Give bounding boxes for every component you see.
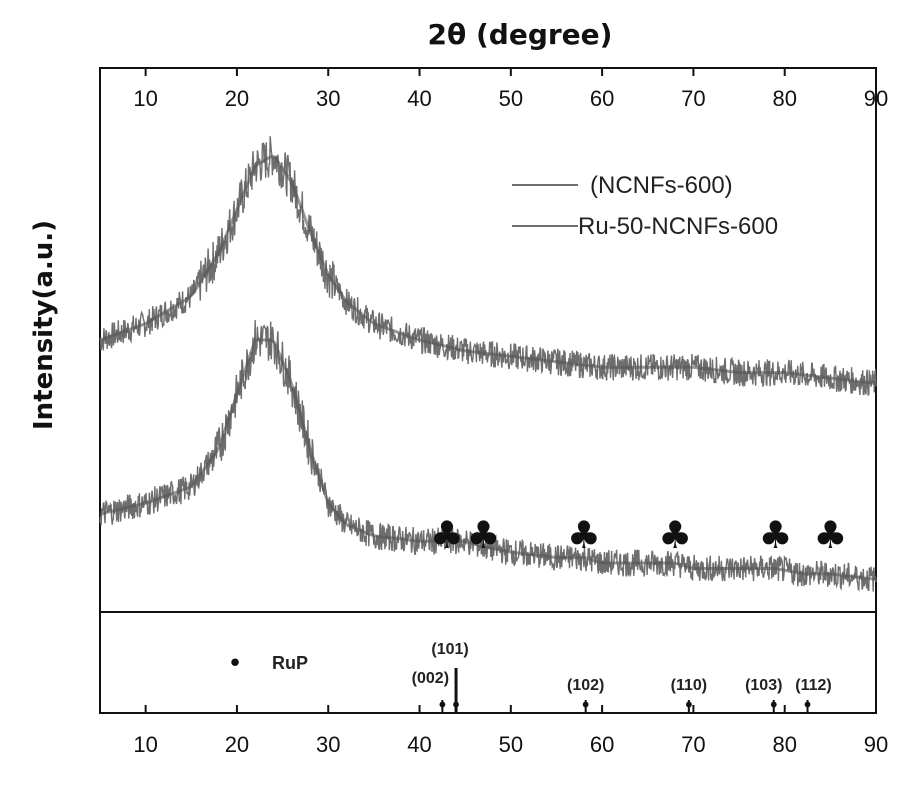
- series-envelope: [100, 157, 876, 384]
- reference-hkl-label: (103): [745, 677, 782, 694]
- reference-dot: •: [580, 693, 592, 717]
- peak-marker: ♣: [759, 513, 793, 557]
- bottom-tick-label: 20: [225, 732, 249, 757]
- top-tick-label: 50: [499, 86, 523, 111]
- reference-hkl-label: (101): [431, 641, 468, 658]
- series-1: [100, 136, 876, 395]
- bottom-tick-label: 10: [133, 732, 157, 757]
- top-axis-ticks: 10 20 30 40 50 60 70 80 90: [133, 68, 888, 111]
- top-tick-label: 80: [772, 86, 796, 111]
- top-tick-label: 40: [407, 86, 431, 111]
- legend-entry-1: (NCNFs-600): [590, 172, 733, 199]
- peak-marker: ♣: [430, 513, 464, 557]
- legend: (NCNFs-600) Ru-50-NCNFs-600: [512, 172, 778, 240]
- legend-entry-2: Ru-50-NCNFs-600: [578, 213, 778, 240]
- reference-hkl-label: (002): [412, 670, 449, 687]
- bottom-tick-label: 30: [316, 732, 340, 757]
- reference-hkl-label: (102): [567, 677, 604, 694]
- plot-frame: [100, 68, 876, 713]
- reference-label: RuP: [272, 653, 308, 673]
- chart-title: 2θ (degree): [428, 18, 613, 51]
- bottom-tick-label: 60: [590, 732, 614, 757]
- reference-dot: •: [683, 693, 695, 717]
- bottom-tick-label: 50: [499, 732, 523, 757]
- top-tick-label: 20: [225, 86, 249, 111]
- top-tick-label: 90: [864, 86, 888, 111]
- reference-symbol: •: [227, 649, 242, 679]
- peak-marker: ♣: [813, 513, 847, 557]
- peak-marker: ♣: [567, 513, 601, 557]
- bottom-tick-label: 70: [681, 732, 705, 757]
- reference-dot: •: [436, 693, 448, 717]
- reference-panel: •RuP•(002)•(101)•(102)•(110)•(103)•(112): [227, 641, 831, 717]
- bottom-tick-label: 80: [772, 732, 796, 757]
- top-tick-label: 30: [316, 86, 340, 111]
- top-tick-label: 10: [133, 86, 157, 111]
- reference-hkl-label: (110): [671, 677, 707, 694]
- reference-dot: •: [450, 693, 462, 717]
- series-line: [100, 136, 876, 395]
- bottom-tick-label: 90: [864, 732, 888, 757]
- peak-marker: ♣: [658, 513, 692, 557]
- reference-dot: •: [802, 693, 814, 717]
- reference-hkl-label: (112): [795, 677, 831, 694]
- y-axis-label: Intensity(a.u.): [29, 220, 59, 430]
- top-tick-label: 70: [681, 86, 705, 111]
- bottom-tick-label: 40: [407, 732, 431, 757]
- top-tick-label: 60: [590, 86, 614, 111]
- reference-dot: •: [768, 693, 780, 717]
- peak-marker: ♣: [466, 513, 500, 557]
